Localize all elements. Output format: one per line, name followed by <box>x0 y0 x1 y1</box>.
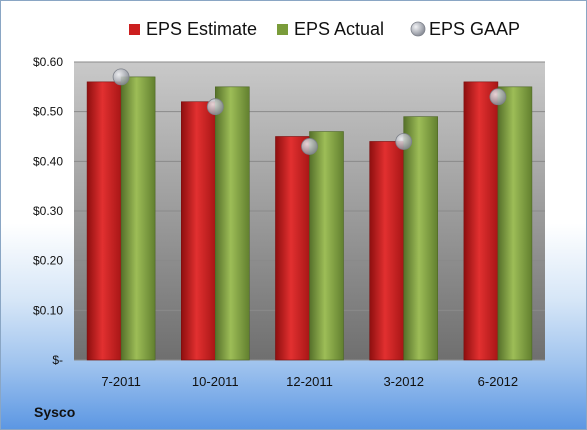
x-tick-label: 3-2012 <box>383 374 423 389</box>
y-tick-labels: $- $0.10 $0.20 $0.30 $0.40 $0.50 $0.60 <box>33 55 63 367</box>
x-tick-label: 7-2011 <box>101 374 141 389</box>
legend-eps-actual-label: EPS Actual <box>294 19 384 39</box>
point-eps-gaap <box>206 98 224 116</box>
point-eps-gaap <box>395 133 413 150</box>
y-tick-label: $0.60 <box>33 55 63 69</box>
bar-series <box>86 76 533 361</box>
company-name: Sysco <box>34 404 76 420</box>
legend-eps-estimate-swatch <box>129 24 140 35</box>
point-eps-gaap <box>112 68 130 86</box>
y-tick-label: $- <box>52 353 63 367</box>
bar-eps-actual <box>403 116 439 361</box>
gaap-points <box>112 68 507 155</box>
bar-eps-actual <box>497 86 533 361</box>
bar-eps-estimate <box>463 81 499 361</box>
y-tick-label: $0.50 <box>33 105 63 119</box>
x-tick-labels: 7-2011 10-2011 12-2011 3-2012 6-2012 <box>101 374 518 389</box>
y-tick-label: $0.10 <box>33 303 63 317</box>
legend: EPS Estimate EPS Actual EPS GAAP <box>129 19 520 39</box>
legend-eps-gaap-swatch <box>410 21 426 37</box>
bar-eps-estimate <box>181 101 216 361</box>
legend-eps-gaap-label: EPS GAAP <box>429 19 520 39</box>
bar-eps-actual <box>309 131 344 361</box>
y-tick-label: $0.40 <box>33 154 63 168</box>
legend-eps-estimate-label: EPS Estimate <box>146 19 257 39</box>
bar-eps-actual <box>120 76 156 361</box>
x-tick-label: 10-2011 <box>192 374 239 389</box>
bar-eps-estimate <box>275 136 310 361</box>
bar-eps-estimate <box>369 141 405 361</box>
x-tick-label: 12-2011 <box>286 374 333 389</box>
bar-eps-estimate <box>86 81 122 361</box>
legend-eps-actual-swatch <box>277 24 288 35</box>
point-eps-gaap <box>489 88 507 106</box>
y-tick-label: $0.30 <box>33 204 63 218</box>
point-eps-gaap <box>301 138 318 155</box>
y-tick-label: $0.20 <box>33 254 63 268</box>
x-tick-label: 6-2012 <box>478 374 518 389</box>
bar-eps-actual <box>215 86 250 361</box>
